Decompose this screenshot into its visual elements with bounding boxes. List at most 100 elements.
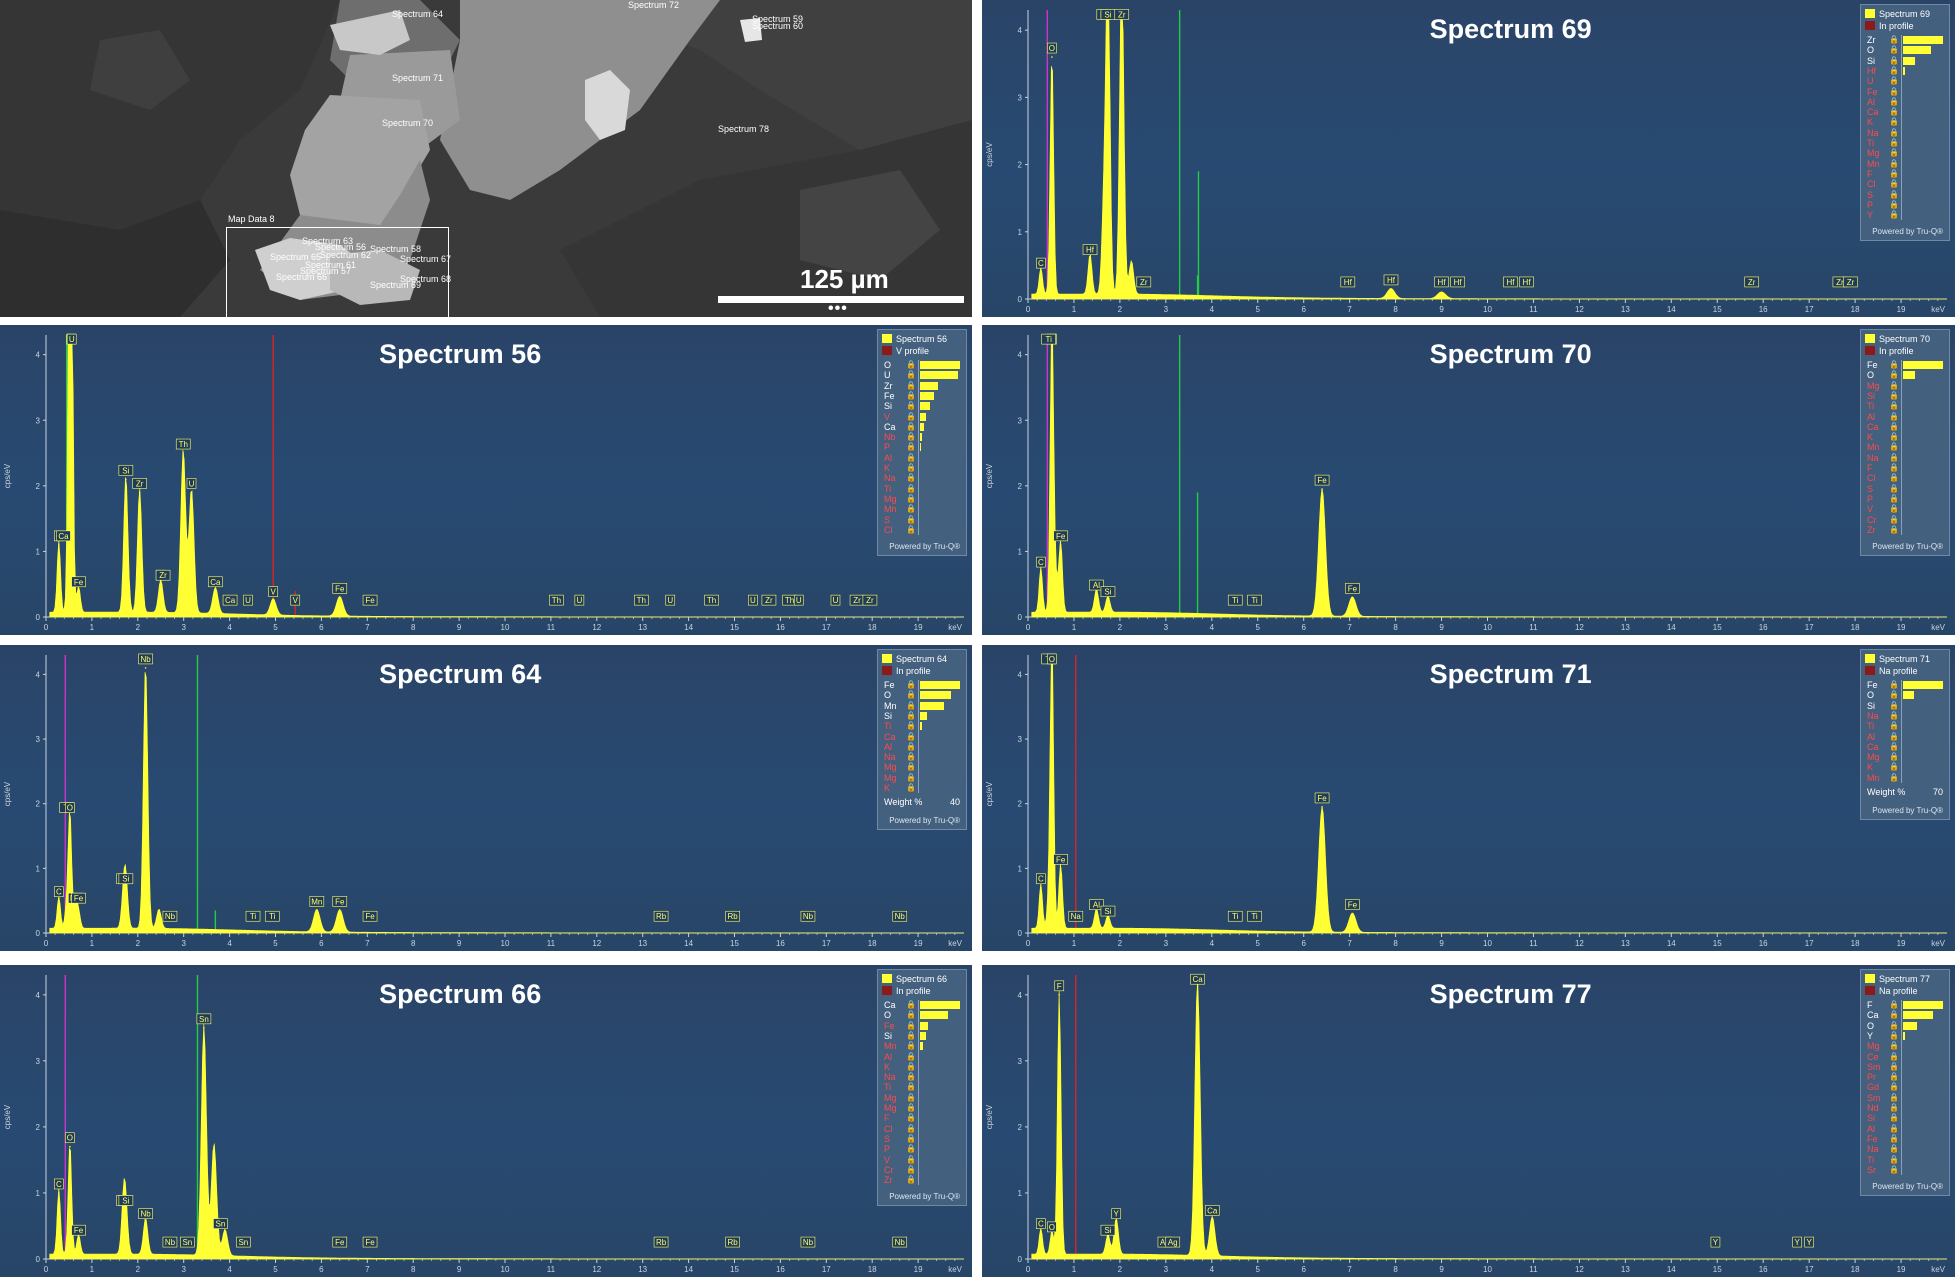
lock-icon[interactable]: 🔒 [906, 1123, 916, 1133]
peak-label[interactable]: C [1036, 1218, 1046, 1229]
lock-icon[interactable]: 🔒 [906, 1144, 916, 1154]
peak-label[interactable]: Rb [725, 910, 740, 922]
lock-icon[interactable]: 🔒 [1889, 117, 1899, 127]
peak-label[interactable]: Fe [1053, 854, 1068, 865]
lock-icon[interactable]: 🔒 [1889, 1092, 1899, 1102]
peak-label[interactable]: Si [1100, 905, 1116, 917]
spectrum-marker-label[interactable]: Spectrum 60 [752, 21, 804, 31]
lock-icon[interactable]: 🔒 [1889, 168, 1899, 178]
lock-icon[interactable]: 🔒 [906, 731, 916, 741]
peak-label[interactable]: V [290, 594, 301, 606]
lock-icon[interactable]: 🔒 [1889, 504, 1899, 514]
peak-label[interactable]: Fe [332, 896, 348, 907]
lock-icon[interactable]: 🔒 [1889, 199, 1899, 209]
peak-label[interactable]: Ti [1247, 910, 1262, 922]
peak-label[interactable]: Fe [362, 910, 378, 922]
peak-label[interactable]: Rb [725, 1236, 740, 1248]
lock-icon[interactable]: 🔒 [906, 1164, 916, 1174]
lock-icon[interactable]: 🔒 [906, 752, 916, 762]
lock-icon[interactable]: 🔒 [906, 432, 916, 442]
lock-icon[interactable]: 🔒 [906, 1113, 916, 1123]
peak-label[interactable]: Ti [1227, 910, 1243, 922]
lock-icon[interactable]: 🔒 [906, 1103, 916, 1112]
peak-label[interactable]: Fe [71, 892, 86, 904]
lock-icon[interactable]: 🔒 [1889, 380, 1899, 390]
spectrum-marker-label[interactable]: Spectrum 78 [718, 124, 770, 134]
peak-label[interactable]: U [748, 594, 758, 606]
lock-icon[interactable]: 🔒 [1889, 1113, 1899, 1123]
lock-icon[interactable]: 🔒 [906, 524, 916, 534]
lock-icon[interactable]: 🔒 [1889, 411, 1899, 421]
peak-label[interactable]: Ti [1041, 333, 1056, 345]
spectrum-marker-label[interactable]: Spectrum 65 [270, 252, 322, 262]
peak-label[interactable]: Hf [1503, 276, 1518, 288]
peak-label[interactable]: Hf [1450, 276, 1465, 288]
peak-label[interactable]: Nb [800, 1236, 816, 1248]
peak-label[interactable]: Fe [1314, 792, 1330, 804]
lock-icon[interactable]: 🔒 [1889, 432, 1899, 442]
peak-label[interactable]: Hf [1519, 276, 1534, 288]
peak-label[interactable]: Fe [362, 1236, 378, 1248]
lock-icon[interactable]: 🔒 [906, 370, 916, 380]
lock-icon[interactable]: 🔒 [1889, 1082, 1899, 1092]
peak-label[interactable]: Sn [213, 1218, 228, 1229]
peak-label[interactable]: F [1054, 980, 1065, 992]
peak-label[interactable]: C [54, 1178, 64, 1190]
lock-icon[interactable]: 🔒 [1889, 35, 1899, 44]
lock-icon[interactable]: 🔒 [1889, 390, 1899, 400]
peak-label[interactable]: Si [1100, 586, 1116, 597]
spectrum-marker-label[interactable]: Spectrum 59 [752, 14, 804, 24]
peak-label[interactable]: U [243, 594, 253, 606]
peak-label[interactable]: Ca [56, 530, 71, 542]
lock-icon[interactable]: 🔒 [906, 1154, 916, 1164]
spectrum-marker-label[interactable]: Spectrum 69 [370, 280, 422, 290]
lock-icon[interactable]: 🔒 [906, 493, 916, 503]
lock-icon[interactable]: 🔒 [906, 442, 916, 452]
lock-icon[interactable]: 🔒 [1889, 442, 1899, 452]
lock-icon[interactable]: 🔒 [906, 741, 916, 751]
peak-label[interactable]: Zr [1114, 9, 1130, 20]
lock-icon[interactable]: 🔒 [1889, 421, 1899, 431]
spectrum-marker-label[interactable]: Spectrum 68 [400, 274, 452, 284]
lock-icon[interactable]: 🔒 [1889, 452, 1899, 462]
lock-icon[interactable]: 🔒 [906, 514, 916, 524]
peak-label[interactable]: Th [634, 594, 649, 606]
spectrum-marker-label[interactable]: Spectrum 61 [305, 260, 357, 270]
spectrum-marker-label[interactable]: Spectrum 66 [276, 272, 328, 282]
peak-label[interactable]: Sn [180, 1236, 195, 1248]
peak-label[interactable]: O [65, 802, 75, 813]
spectrum-marker-label[interactable]: Spectrum 72 [628, 0, 680, 10]
lock-icon[interactable]: 🔒 [1889, 1103, 1899, 1112]
peak-label[interactable]: Nb [162, 1236, 178, 1248]
peak-label[interactable]: Nb [138, 1208, 153, 1219]
peak-label[interactable]: Mn [309, 896, 325, 907]
peak-label[interactable]: Na [1068, 910, 1084, 922]
lock-icon[interactable]: 🔒 [1889, 690, 1899, 700]
lock-icon[interactable]: 🔒 [906, 1061, 916, 1071]
peak-label[interactable]: Y [1710, 1236, 1721, 1248]
peak-label[interactable]: Zr [1744, 276, 1760, 288]
peak-label[interactable]: Fe [71, 576, 86, 588]
lock-icon[interactable]: 🔒 [1889, 1041, 1899, 1051]
lock-icon[interactable]: 🔒 [906, 452, 916, 462]
spectrum-marker-label[interactable]: Spectrum 71 [392, 73, 444, 83]
lock-icon[interactable]: 🔒 [906, 710, 916, 720]
peak-label[interactable]: C [1036, 873, 1046, 885]
spectrum-marker-label[interactable]: Spectrum 62 [320, 250, 372, 260]
lock-icon[interactable]: 🔒 [1889, 1010, 1899, 1020]
lock-icon[interactable]: 🔒 [1889, 1072, 1899, 1082]
peak-label[interactable]: Si [1100, 1224, 1116, 1236]
peak-label[interactable]: C [1036, 556, 1046, 568]
lock-icon[interactable]: 🔒 [1889, 1123, 1899, 1133]
lock-icon[interactable]: 🔒 [1889, 721, 1899, 731]
lock-icon[interactable]: 🔒 [906, 401, 916, 411]
lock-icon[interactable]: 🔒 [1889, 107, 1899, 117]
peak-label[interactable]: Hf [1434, 276, 1449, 288]
peak-label[interactable]: Ca [1190, 973, 1205, 985]
peak-label[interactable]: O [1047, 42, 1057, 54]
lock-icon[interactable]: 🔒 [906, 473, 916, 483]
lock-icon[interactable]: 🔒 [1889, 127, 1899, 137]
peak-label[interactable]: Nb [892, 1236, 908, 1248]
peak-label[interactable]: Sn [196, 1013, 212, 1025]
peak-label[interactable]: Rb [653, 910, 669, 922]
